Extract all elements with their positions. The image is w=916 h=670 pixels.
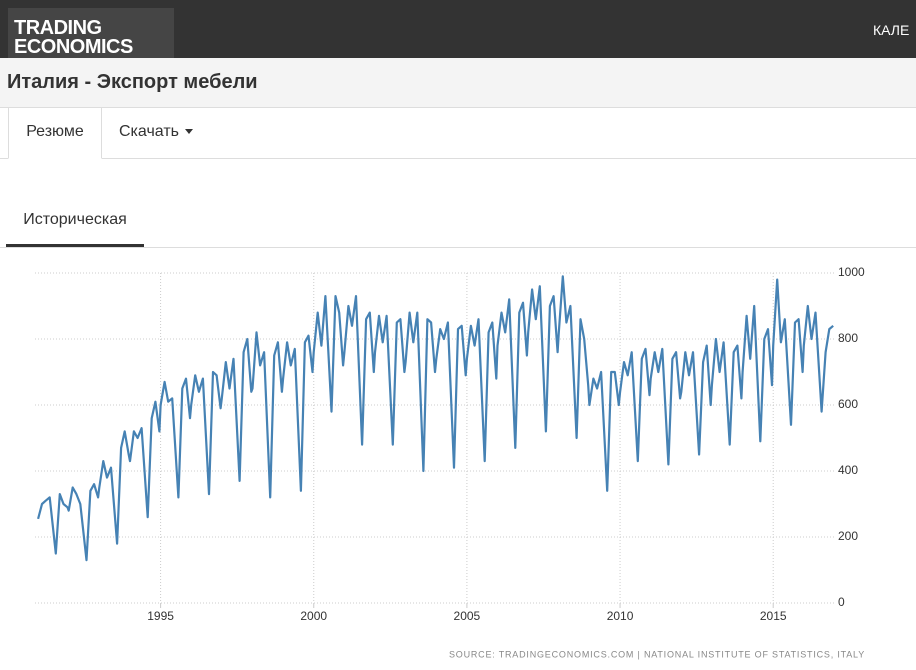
y-tick-label: 400 bbox=[838, 463, 858, 477]
caret bbox=[185, 129, 193, 135]
logo-text: TRADING bbox=[14, 17, 102, 39]
y-tick-label: 1000 bbox=[838, 265, 865, 279]
x-tick-label: 2015 bbox=[760, 609, 787, 623]
tab-label: Резюме bbox=[26, 123, 84, 140]
x-tick-label: 2010 bbox=[607, 609, 634, 623]
x-tick-label: 2005 bbox=[454, 609, 481, 623]
top-bar: TRADING ECONOMICS КАЛЕ bbox=[0, 0, 916, 68]
page-title: Италия - Экспорт мебели bbox=[7, 71, 258, 93]
title-bar: Италия - Экспорт мебели bbox=[0, 58, 916, 108]
x-tick-label: 2000 bbox=[300, 609, 327, 623]
chart: 0 200 400 600 800 1000 1995 2000 2005 2010 2015 SOU… bbox=[35, 265, 865, 659]
tab-dropdown[interactable]: Скачать bbox=[119, 108, 193, 158]
tab-label: Скачать bbox=[119, 123, 179, 140]
logo-text: ECONOMICS bbox=[14, 36, 133, 58]
y-tick-label: 0 bbox=[838, 595, 845, 609]
y-tick-label: 800 bbox=[838, 331, 858, 345]
subtab-label: Историческая bbox=[23, 211, 127, 228]
tab[interactable]: Резюме bbox=[8, 108, 102, 159]
subtabs: Историческая bbox=[0, 196, 916, 248]
nav-link[interactable]: КАЛЕ bbox=[873, 22, 910, 38]
x-tick-label: 1995 bbox=[147, 609, 174, 623]
source-note: SOURCE: TRADINGECONOMICS.COM | NATIONAL … bbox=[449, 649, 865, 659]
tabs: Резюме Скачать bbox=[0, 108, 916, 159]
data-line bbox=[37, 275, 834, 562]
subtab[interactable]: Историческая bbox=[6, 196, 144, 247]
y-tick-label: 200 bbox=[838, 529, 858, 543]
y-tick-label: 600 bbox=[838, 397, 858, 411]
